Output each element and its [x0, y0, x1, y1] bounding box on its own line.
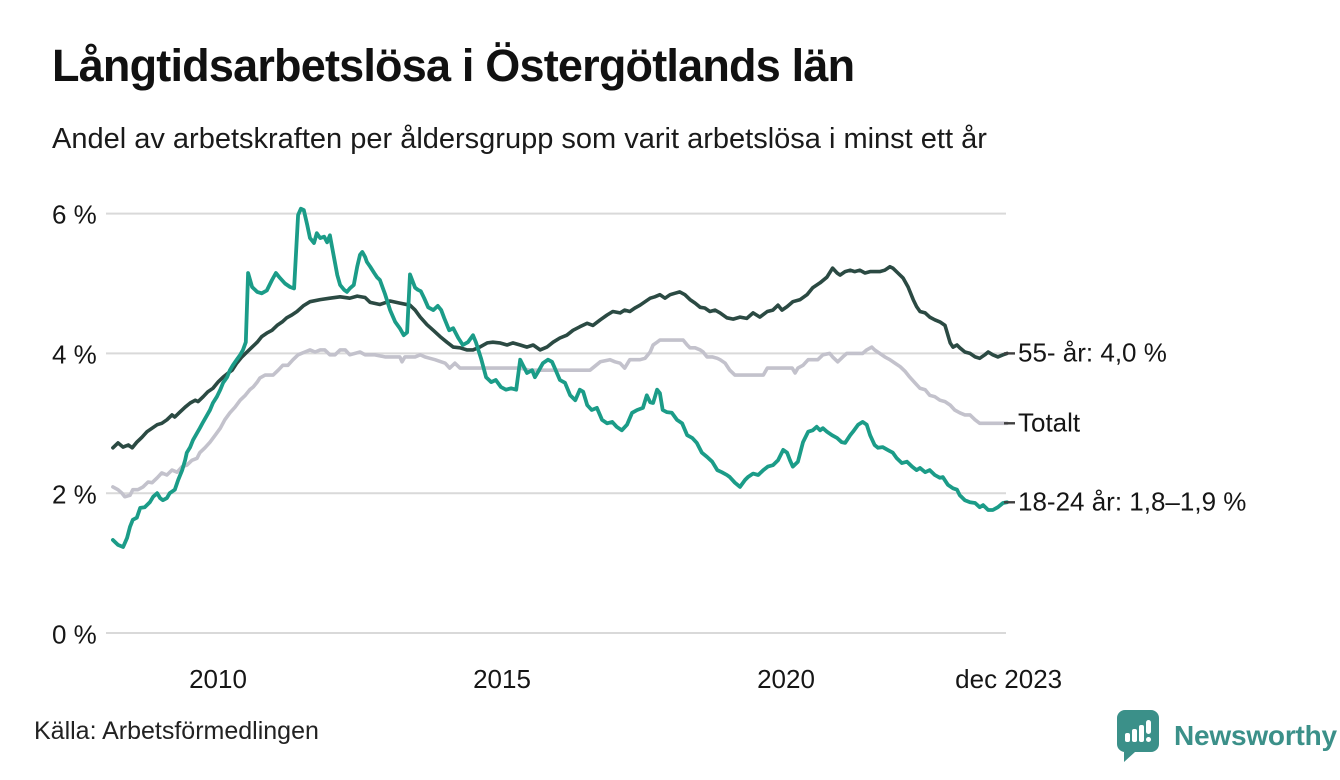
chart-subtitle: Andel av arbetskraften per åldersgrupp s… — [52, 123, 987, 155]
bar-1 — [1125, 733, 1130, 742]
line-series-55- år — [111, 264, 1009, 450]
y-tick-label-4: 4 % — [52, 339, 97, 370]
y-tick-label-6: 6 % — [52, 199, 97, 230]
newsworthy-logo: Newsworthy — [1116, 709, 1337, 763]
x-tick-label-2020: 2020 — [757, 664, 815, 694]
line-series-18-24 år — [111, 206, 1009, 549]
x-tick-label-2010: 2010 — [189, 664, 247, 694]
exclamation-dot — [1146, 737, 1151, 742]
page-title: Långtidsarbetslösa i Östergötlands län — [52, 40, 855, 91]
x-tick-label-dec-2023: dec 2023 — [955, 664, 1063, 694]
series-end-label-55- år: 55- år: 4,0 % — [1018, 337, 1167, 368]
speech-bubble-shape — [1117, 710, 1159, 762]
source-note: Källa: Arbetsförmedlingen — [34, 717, 319, 745]
y-tick-label-0: 0 % — [52, 619, 97, 649]
series-end-label-18-24 år: 18-24 år: 1,8–1,9 % — [1018, 486, 1247, 517]
series-end-label-Totalt: Totalt — [1018, 407, 1081, 438]
newsworthy-logo-text: Newsworthy — [1174, 720, 1337, 751]
bar-3 — [1139, 725, 1144, 742]
y-tick-label-2: 2 % — [52, 479, 97, 510]
newsworthy-logo-icon — [1117, 710, 1159, 762]
x-tick-label-2015: 2015 — [473, 664, 531, 694]
line-series-Totalt — [111, 338, 1009, 499]
bar-2 — [1132, 729, 1137, 742]
exclamation-stem — [1146, 720, 1151, 734]
